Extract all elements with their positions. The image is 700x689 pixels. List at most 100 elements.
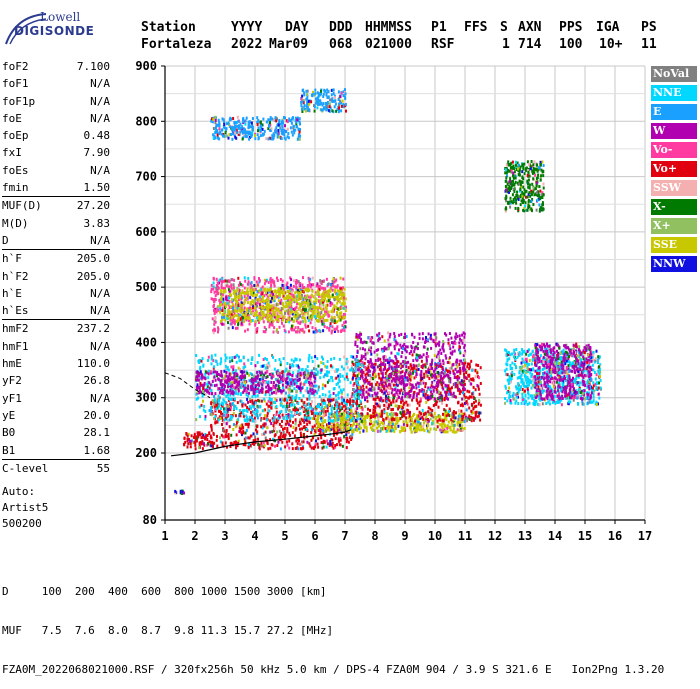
echo-point — [257, 374, 259, 377]
echo-point — [434, 333, 436, 336]
echo-point — [274, 398, 276, 401]
echo-point — [437, 362, 439, 365]
echo-point — [246, 372, 248, 375]
echo-point — [288, 413, 290, 416]
echo-point — [221, 323, 223, 326]
echo-point — [238, 381, 240, 384]
echo-point — [430, 337, 432, 340]
echo-point — [212, 380, 214, 383]
echo-point — [282, 386, 284, 389]
echo-point — [395, 427, 397, 430]
echo-point — [422, 365, 424, 368]
echo-point — [278, 299, 280, 302]
echo-point — [334, 289, 336, 292]
echo-point — [308, 354, 310, 357]
echo-point — [202, 436, 204, 439]
echo-point — [388, 391, 390, 394]
echo-point — [326, 446, 328, 449]
echo-point — [353, 388, 355, 391]
echo-point — [345, 309, 347, 312]
echo-point — [214, 384, 216, 387]
echo-point — [278, 387, 280, 390]
echo-point — [291, 395, 293, 398]
echo-point — [279, 326, 281, 329]
echo-point — [405, 401, 407, 404]
echo-point — [335, 279, 337, 282]
echo-point — [286, 417, 288, 420]
echo-point — [416, 407, 418, 410]
echo-point — [309, 278, 311, 281]
echo-point — [194, 444, 196, 447]
echo-point — [412, 396, 414, 399]
echo-point — [207, 359, 209, 362]
echo-point — [232, 310, 234, 313]
echo-point — [232, 365, 234, 368]
echo-point — [245, 432, 247, 435]
echo-point — [225, 280, 227, 283]
echo-point — [298, 424, 300, 427]
echo-point — [343, 405, 345, 408]
echo-point — [464, 427, 466, 430]
echo-point — [276, 405, 278, 408]
echo-point — [352, 376, 354, 379]
echo-point — [438, 415, 440, 418]
echo-point — [234, 356, 236, 359]
echo-point — [328, 419, 330, 422]
echo-point — [288, 447, 290, 450]
echo-point — [237, 327, 239, 330]
echo-point — [320, 307, 322, 310]
echo-point — [345, 433, 347, 436]
echo-point — [199, 382, 201, 385]
echo-point — [261, 372, 263, 375]
echo-point — [366, 386, 368, 389]
echo-point — [383, 426, 385, 429]
echo-point — [300, 387, 302, 390]
echo-point — [383, 419, 385, 422]
echo-point — [214, 398, 216, 401]
echo-point — [320, 369, 322, 372]
echo-point — [198, 379, 200, 382]
echo-point — [466, 365, 468, 368]
echo-point — [471, 392, 473, 395]
echo-point — [452, 395, 454, 398]
echo-point — [337, 284, 339, 287]
echo-point — [258, 443, 260, 446]
echo-point — [396, 389, 398, 392]
echo-point — [257, 438, 259, 441]
echo-point — [202, 447, 204, 450]
echo-point — [352, 417, 354, 420]
echo-point — [210, 402, 212, 405]
echo-point — [257, 361, 259, 364]
echo-point — [362, 341, 364, 344]
echo-point — [221, 277, 223, 280]
echo-point — [453, 424, 455, 427]
echo-point — [275, 392, 277, 395]
echo-point — [398, 353, 400, 356]
echo-point — [293, 360, 295, 363]
echo-point — [383, 404, 385, 407]
echo-point — [261, 383, 263, 386]
echo-point — [268, 409, 270, 412]
echo-point — [401, 365, 403, 368]
echo-point — [321, 399, 323, 402]
echo-point — [425, 382, 427, 385]
echo-point — [247, 395, 249, 398]
echo-point — [300, 372, 302, 375]
echo-point — [293, 328, 295, 331]
echo-point — [437, 383, 439, 386]
echo-point — [199, 406, 201, 409]
echo-point — [277, 417, 279, 420]
echo-point — [249, 323, 251, 326]
echo-point — [191, 434, 193, 437]
echo-point — [437, 342, 439, 345]
echo-point — [338, 385, 340, 388]
echo-point — [398, 334, 400, 337]
echo-point — [356, 382, 358, 385]
echo-point — [217, 363, 219, 366]
echo-point — [219, 311, 221, 314]
echo-point — [423, 353, 425, 356]
echo-point — [410, 423, 412, 426]
echo-point — [319, 319, 321, 322]
echo-point — [226, 371, 228, 374]
echo-point — [217, 377, 219, 380]
